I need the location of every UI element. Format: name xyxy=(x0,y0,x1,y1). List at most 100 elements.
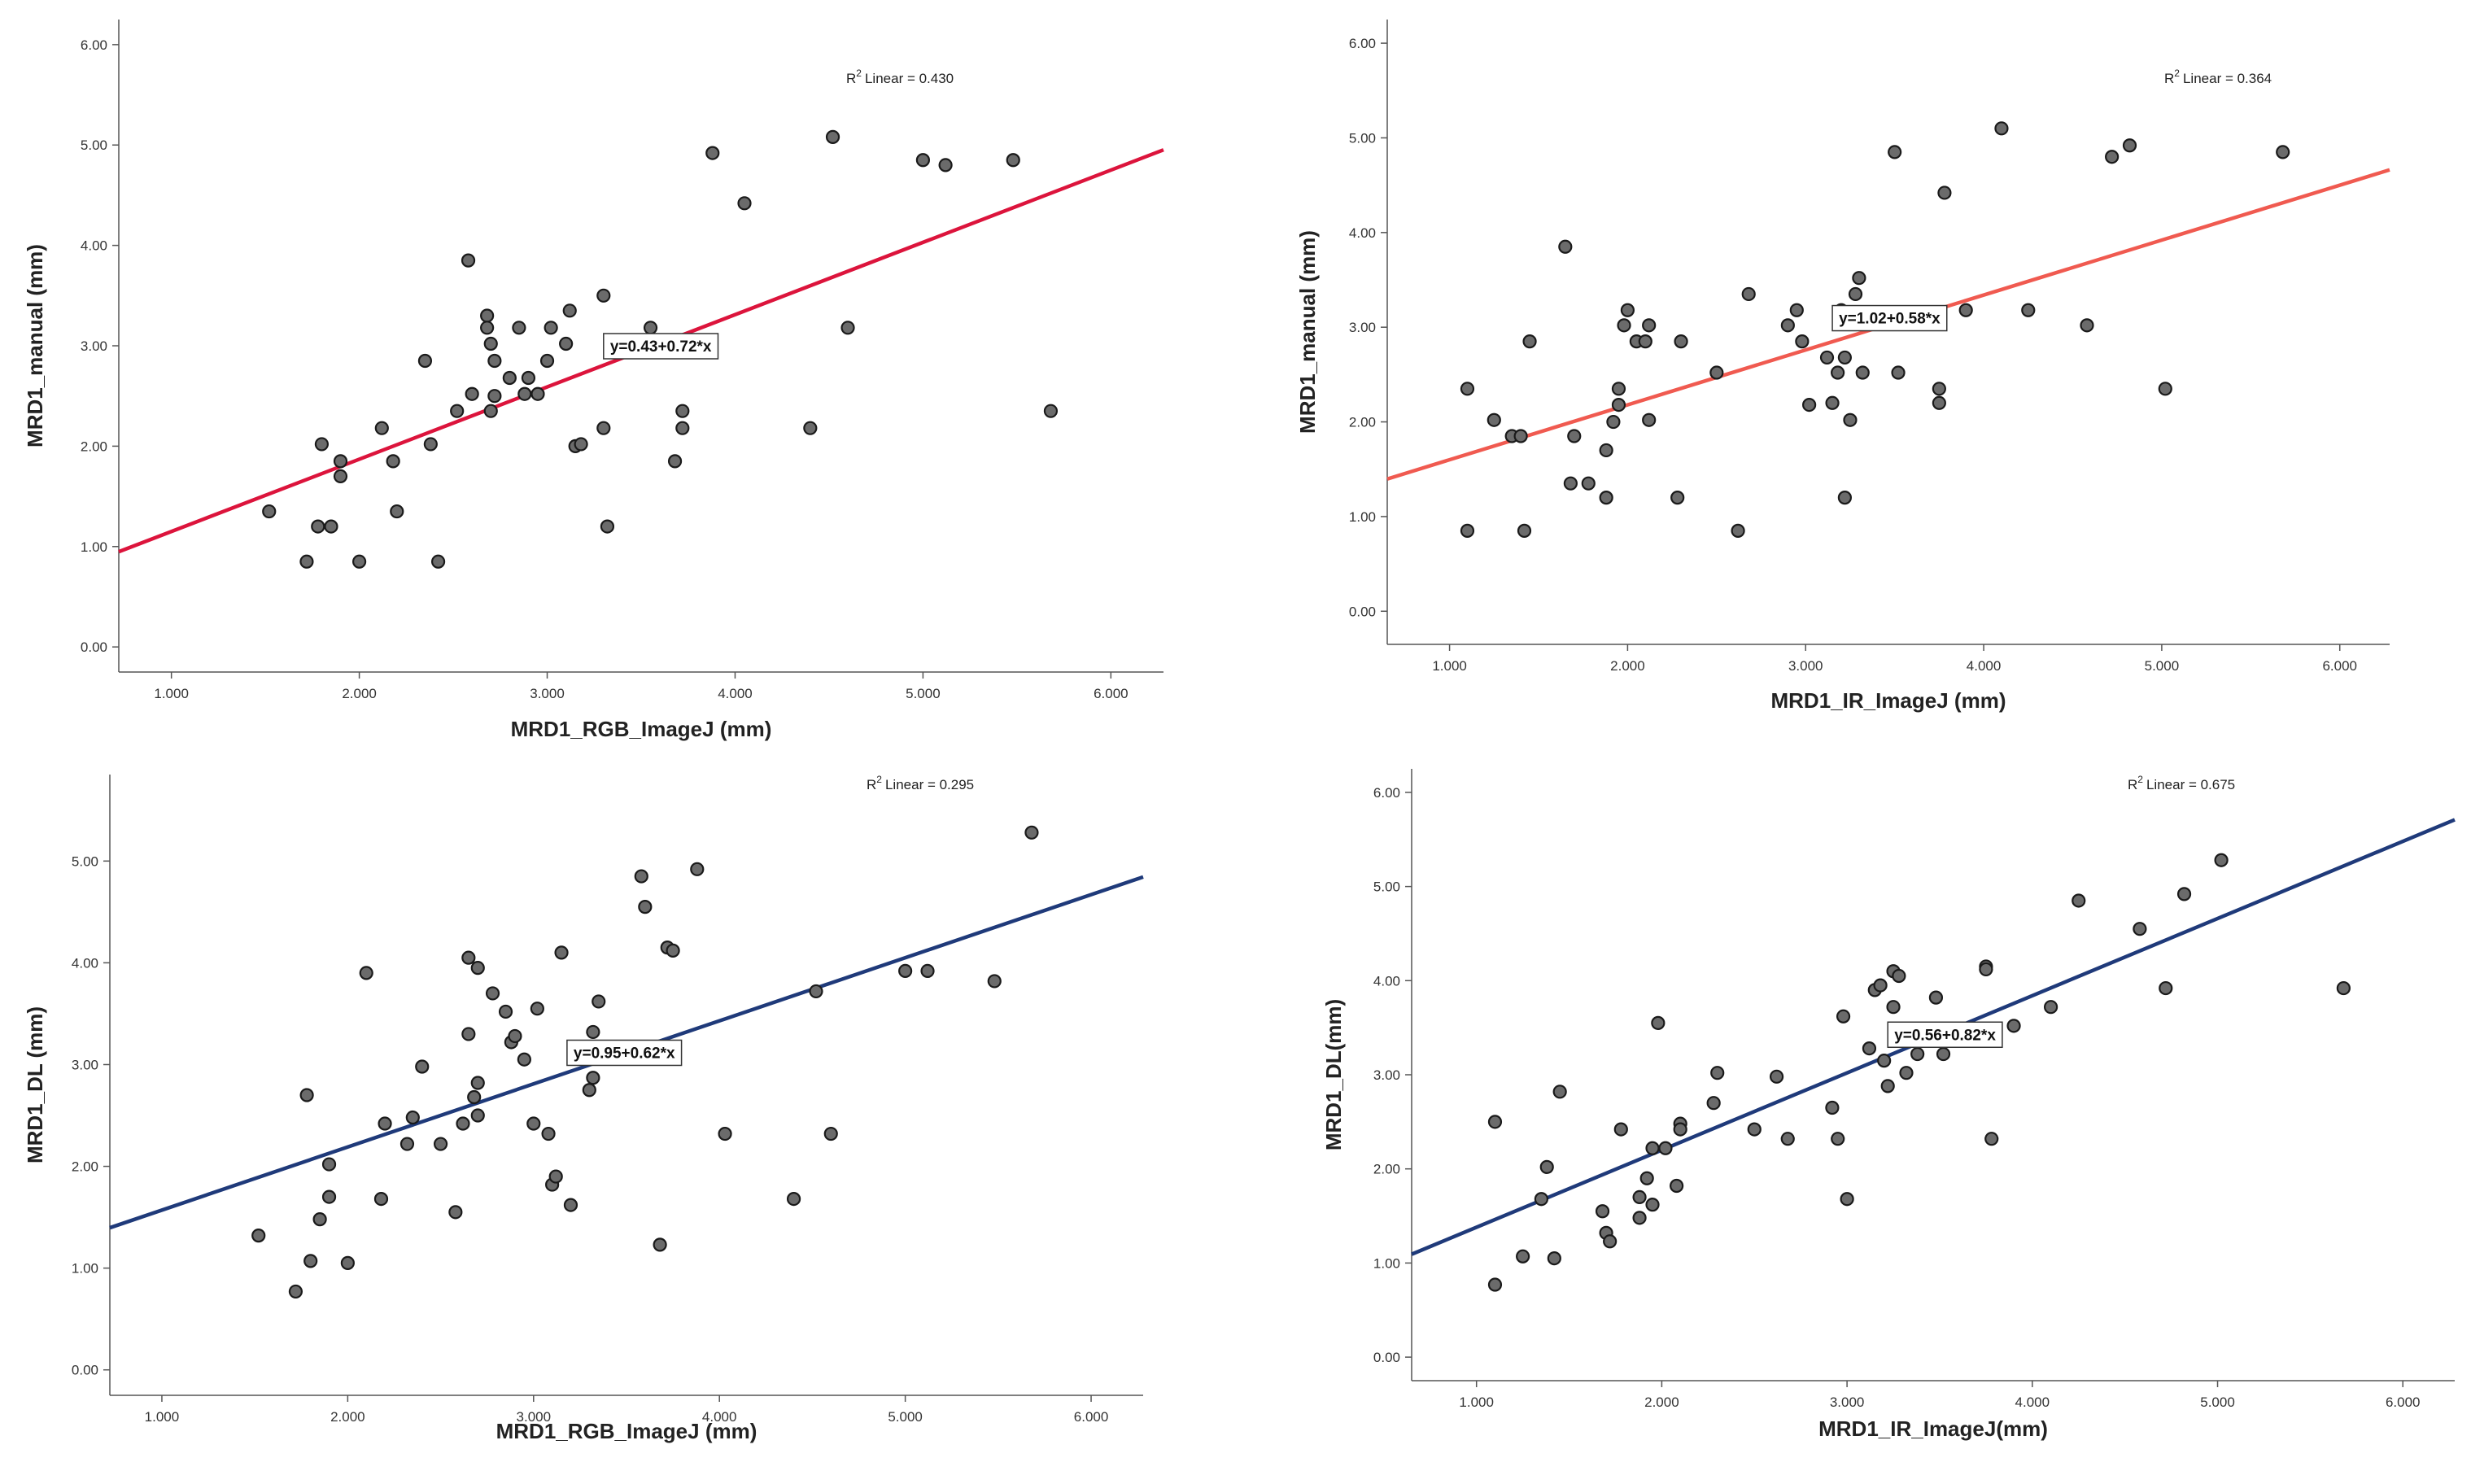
y-tick-label: 4.00 xyxy=(72,955,98,971)
data-point xyxy=(1709,365,1724,380)
data-point xyxy=(737,196,752,211)
data-point xyxy=(303,1254,318,1268)
equation-box xyxy=(1887,1021,2003,1049)
data-point xyxy=(666,943,680,958)
data-point xyxy=(1639,1171,1654,1185)
data-point xyxy=(2214,853,2229,867)
y-axis-title: MRD1_DL(mm) xyxy=(1321,999,1346,1150)
data-point xyxy=(417,353,433,369)
y-axis-title: MRD1_manual (mm) xyxy=(1295,230,1320,434)
data-point xyxy=(1932,382,1946,396)
data-point xyxy=(2072,893,2086,908)
data-point xyxy=(1460,382,1475,396)
r2-superscript: 2 xyxy=(2137,774,2143,785)
data-point xyxy=(423,437,438,452)
data-point xyxy=(1855,365,1870,380)
data-point xyxy=(1741,286,1756,302)
r2-prefix: R xyxy=(867,777,876,792)
data-point xyxy=(2105,150,2120,164)
equation-label: y=0.95+0.62*x xyxy=(574,1045,675,1062)
data-point xyxy=(1843,412,1858,427)
data-point xyxy=(333,454,348,469)
data-point xyxy=(600,519,615,534)
r2-superscript: 2 xyxy=(2174,68,2180,79)
data-point xyxy=(1613,1122,1628,1137)
x-tick-label: 4.000 xyxy=(2015,1395,2050,1410)
data-point xyxy=(541,1126,556,1141)
data-point xyxy=(574,437,588,452)
data-point xyxy=(1024,825,1039,840)
data-point xyxy=(351,554,367,569)
data-point xyxy=(373,1191,389,1207)
data-point xyxy=(456,1116,470,1131)
data-point xyxy=(667,454,683,469)
data-point xyxy=(517,1052,531,1067)
data-point xyxy=(675,421,690,435)
data-point xyxy=(1880,1079,1895,1093)
data-point xyxy=(823,1126,838,1141)
data-point xyxy=(1617,318,1631,333)
y-tick-label: 0.00 xyxy=(81,639,107,655)
data-point xyxy=(1487,1277,1503,1292)
data-point xyxy=(1670,491,1685,505)
data-point xyxy=(1517,523,1532,538)
data-point xyxy=(1848,286,1863,302)
data-point xyxy=(512,321,526,335)
data-point xyxy=(1789,303,1804,317)
data-point xyxy=(312,1212,327,1227)
data-point xyxy=(1928,990,1944,1005)
data-point xyxy=(485,986,500,1001)
data-point xyxy=(359,966,373,980)
r2-prefix: R xyxy=(846,71,856,86)
data-point xyxy=(596,421,611,435)
data-point xyxy=(1862,1041,1877,1056)
y-tick-label: 2.00 xyxy=(1349,415,1376,430)
data-point xyxy=(2122,138,2137,153)
data-point xyxy=(1706,1096,1721,1111)
data-point xyxy=(450,404,465,418)
data-point xyxy=(1606,414,1621,430)
x-axis-title: MRD1_IR_ImageJ (mm) xyxy=(1771,688,2006,713)
y-tick-label: 5.00 xyxy=(1373,879,1400,895)
r2-annotation: R2 Linear = 0.675 xyxy=(2128,774,2235,792)
data-point xyxy=(1513,429,1528,443)
equation-box xyxy=(566,1039,683,1067)
r2-superscript: 2 xyxy=(856,68,862,79)
x-tick-label: 4.000 xyxy=(718,686,753,701)
data-point xyxy=(915,153,931,168)
data-point xyxy=(1558,239,1573,254)
y-tick-label: 4.00 xyxy=(81,238,107,254)
y-tick-label: 1.00 xyxy=(81,539,107,555)
y-tick-label: 5.00 xyxy=(81,137,107,153)
data-point xyxy=(487,389,502,404)
y-tick-label: 4.00 xyxy=(1349,225,1376,241)
r2-value: Linear = 0.364 xyxy=(2183,71,2272,86)
data-point xyxy=(461,1027,476,1041)
x-tick-label: 1.000 xyxy=(154,686,189,701)
data-point xyxy=(483,404,498,418)
data-point xyxy=(1599,491,1613,505)
data-point xyxy=(1674,334,1688,349)
r2-value: Linear = 0.430 xyxy=(865,71,954,86)
data-point xyxy=(526,1116,541,1131)
data-point xyxy=(1886,1000,1901,1015)
data-point xyxy=(324,519,338,534)
data-point xyxy=(480,321,495,335)
data-point xyxy=(251,1229,266,1243)
x-tick-label: 6.000 xyxy=(1094,686,1129,701)
data-point xyxy=(1840,1192,1854,1207)
equation-box xyxy=(1831,304,1948,332)
data-point xyxy=(2176,887,2192,901)
data-point xyxy=(1837,491,1852,505)
y-tick-label: 0.00 xyxy=(1373,1350,1400,1365)
data-point xyxy=(1852,271,1866,286)
data-point xyxy=(638,900,653,914)
r2-prefix: R xyxy=(2128,777,2137,792)
data-point xyxy=(487,353,502,369)
data-point xyxy=(1547,1250,1561,1266)
x-tick-label: 5.000 xyxy=(2200,1395,2235,1410)
x-tick-label: 1.000 xyxy=(1432,658,1467,674)
data-point xyxy=(562,303,577,318)
y-tick-label: 5.00 xyxy=(1349,130,1376,146)
data-point xyxy=(1638,334,1652,349)
